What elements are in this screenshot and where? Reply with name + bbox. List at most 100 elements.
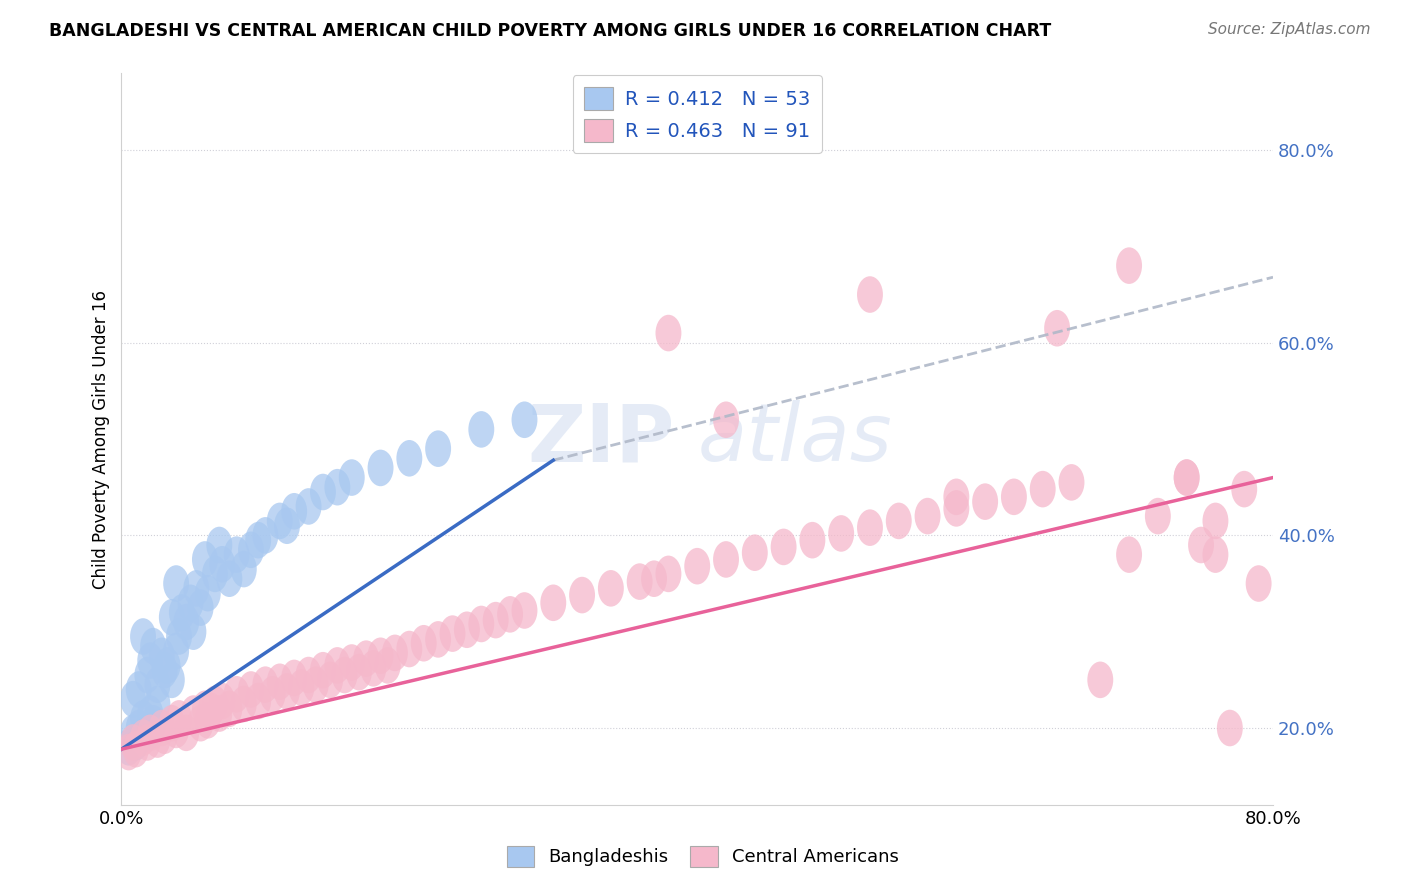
Ellipse shape <box>886 502 911 539</box>
Ellipse shape <box>141 705 166 741</box>
Ellipse shape <box>914 498 941 534</box>
Ellipse shape <box>302 666 329 703</box>
Ellipse shape <box>207 695 232 731</box>
Ellipse shape <box>120 681 146 717</box>
Ellipse shape <box>149 710 174 747</box>
Ellipse shape <box>217 560 242 597</box>
Ellipse shape <box>1116 247 1142 284</box>
Ellipse shape <box>115 734 142 771</box>
Ellipse shape <box>135 657 160 693</box>
Text: ZIP: ZIP <box>527 400 675 478</box>
Ellipse shape <box>245 682 271 719</box>
Ellipse shape <box>1202 502 1229 539</box>
Ellipse shape <box>131 719 156 756</box>
Ellipse shape <box>274 508 299 544</box>
Ellipse shape <box>1216 710 1243 747</box>
Ellipse shape <box>425 621 451 657</box>
Ellipse shape <box>207 526 232 563</box>
Ellipse shape <box>1059 464 1084 500</box>
Ellipse shape <box>202 556 228 592</box>
Ellipse shape <box>281 659 307 697</box>
Ellipse shape <box>1116 536 1142 573</box>
Ellipse shape <box>685 548 710 584</box>
Ellipse shape <box>425 430 451 467</box>
Ellipse shape <box>209 546 235 582</box>
Ellipse shape <box>125 671 152 707</box>
Ellipse shape <box>332 657 357 693</box>
Ellipse shape <box>163 566 188 602</box>
Ellipse shape <box>120 714 146 751</box>
Ellipse shape <box>288 669 315 706</box>
Ellipse shape <box>245 522 271 558</box>
Legend: Bangladeshis, Central Americans: Bangladeshis, Central Americans <box>501 838 905 874</box>
Ellipse shape <box>346 654 373 690</box>
Ellipse shape <box>193 690 218 727</box>
Ellipse shape <box>209 682 235 719</box>
Ellipse shape <box>122 724 149 761</box>
Ellipse shape <box>367 638 394 674</box>
Ellipse shape <box>122 731 149 767</box>
Ellipse shape <box>1045 310 1070 347</box>
Ellipse shape <box>224 676 249 713</box>
Ellipse shape <box>318 662 343 698</box>
Ellipse shape <box>382 634 408 671</box>
Ellipse shape <box>1232 471 1257 508</box>
Ellipse shape <box>253 517 278 554</box>
Ellipse shape <box>411 625 437 662</box>
Ellipse shape <box>325 469 350 506</box>
Ellipse shape <box>770 529 797 566</box>
Ellipse shape <box>367 450 394 486</box>
Ellipse shape <box>1174 459 1199 496</box>
Ellipse shape <box>163 712 188 748</box>
Ellipse shape <box>655 556 682 592</box>
Ellipse shape <box>135 724 160 761</box>
Ellipse shape <box>943 490 969 526</box>
Ellipse shape <box>1174 459 1199 496</box>
Ellipse shape <box>180 695 207 731</box>
Ellipse shape <box>260 676 285 713</box>
Ellipse shape <box>155 647 180 683</box>
Ellipse shape <box>231 686 257 723</box>
Ellipse shape <box>187 705 214 741</box>
Ellipse shape <box>173 604 200 640</box>
Ellipse shape <box>396 631 422 667</box>
Ellipse shape <box>858 509 883 546</box>
Ellipse shape <box>267 502 292 539</box>
Ellipse shape <box>512 401 537 438</box>
Ellipse shape <box>1246 566 1271 602</box>
Legend: R = 0.412   N = 53, R = 0.463   N = 91: R = 0.412 N = 53, R = 0.463 N = 91 <box>572 76 823 153</box>
Ellipse shape <box>217 690 242 727</box>
Ellipse shape <box>125 710 152 747</box>
Ellipse shape <box>159 599 184 635</box>
Ellipse shape <box>742 534 768 571</box>
Ellipse shape <box>858 277 883 313</box>
Ellipse shape <box>238 532 264 568</box>
Ellipse shape <box>138 642 163 679</box>
Ellipse shape <box>309 474 336 510</box>
Ellipse shape <box>943 478 969 515</box>
Ellipse shape <box>195 702 221 739</box>
Ellipse shape <box>828 515 853 552</box>
Ellipse shape <box>713 401 740 438</box>
Ellipse shape <box>360 650 387 687</box>
Ellipse shape <box>454 611 479 648</box>
Ellipse shape <box>138 695 163 731</box>
Ellipse shape <box>1029 471 1056 508</box>
Ellipse shape <box>159 662 184 698</box>
Text: atlas: atlas <box>697 400 891 478</box>
Ellipse shape <box>138 714 163 751</box>
Ellipse shape <box>145 686 170 723</box>
Ellipse shape <box>627 563 652 600</box>
Ellipse shape <box>183 570 209 607</box>
Ellipse shape <box>482 602 509 639</box>
Ellipse shape <box>120 724 146 761</box>
Ellipse shape <box>641 560 666 597</box>
Ellipse shape <box>295 488 322 524</box>
Ellipse shape <box>512 592 537 629</box>
Ellipse shape <box>267 664 292 700</box>
Ellipse shape <box>238 671 264 707</box>
Ellipse shape <box>274 673 299 710</box>
Ellipse shape <box>166 618 193 655</box>
Ellipse shape <box>115 729 142 765</box>
Ellipse shape <box>325 647 350 683</box>
